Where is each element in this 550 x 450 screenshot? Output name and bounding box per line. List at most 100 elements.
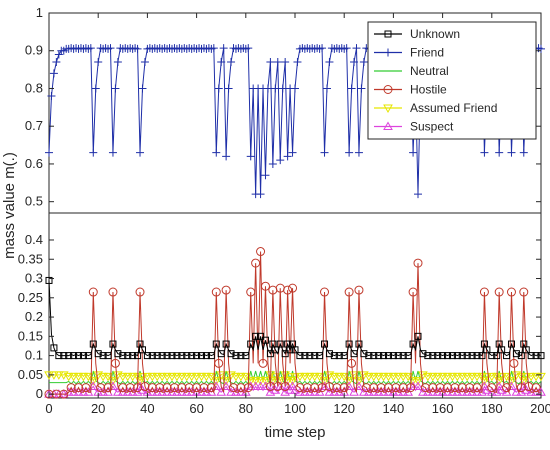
- point: [332, 383, 342, 393]
- point: [108, 148, 117, 157]
- point: [314, 372, 325, 382]
- point: [483, 346, 491, 354]
- point: [311, 352, 319, 360]
- point: [434, 352, 442, 360]
- legend-label: Hostile: [410, 83, 447, 97]
- point: [522, 346, 530, 354]
- point: [50, 344, 58, 352]
- point: [202, 352, 210, 360]
- point: [125, 383, 135, 393]
- point: [45, 148, 53, 157]
- point: [507, 340, 515, 348]
- point: [173, 352, 181, 360]
- point: [473, 352, 481, 360]
- point: [281, 350, 289, 358]
- point: [496, 385, 507, 394]
- point: [232, 352, 240, 360]
- point: [133, 383, 143, 393]
- point: [281, 58, 290, 67]
- point: [184, 383, 194, 393]
- point: [198, 352, 206, 360]
- point: [347, 358, 357, 368]
- axes: 0.5 0.6 0.7 0.8 0.9 1 0 0.05 0.1 0.15 0.2 0.25 0.3 0.…: [18, 5, 550, 416]
- point: [271, 84, 280, 93]
- bottom-panel-frame: [48, 212, 542, 399]
- y-axis-title: mass value m(.): [1, 152, 18, 259]
- point: [221, 285, 231, 295]
- point: [255, 377, 266, 386]
- point: [247, 340, 255, 348]
- point: [192, 383, 202, 393]
- point: [467, 372, 477, 382]
- point: [384, 30, 392, 38]
- point: [271, 346, 279, 354]
- point: [420, 383, 430, 393]
- x-tick-label: 20: [91, 401, 105, 416]
- point: [301, 352, 309, 360]
- point: [354, 285, 364, 295]
- point: [329, 372, 340, 382]
- y-tick-label-top: 0.5: [25, 194, 43, 209]
- point: [342, 44, 351, 53]
- point: [181, 372, 192, 382]
- point: [261, 336, 269, 344]
- point: [237, 352, 245, 360]
- point: [325, 350, 333, 358]
- point: [398, 383, 408, 393]
- point: [498, 346, 506, 354]
- point: [260, 381, 271, 390]
- point: [89, 148, 98, 157]
- point: [398, 372, 409, 382]
- point: [345, 340, 353, 348]
- legend-box: [367, 21, 537, 140]
- y-tick-label-bottom: 0.2: [25, 309, 43, 324]
- point: [352, 44, 361, 53]
- point: [136, 148, 145, 157]
- point: [399, 352, 407, 360]
- point: [177, 383, 187, 393]
- legend-entry-friend: Friend: [374, 46, 444, 60]
- point: [429, 352, 437, 360]
- point: [268, 159, 277, 168]
- point: [324, 381, 334, 391]
- legend-label: Unknown: [410, 27, 460, 41]
- legend-entry-suspect: Suspect: [374, 120, 454, 134]
- point: [287, 381, 298, 390]
- point: [258, 358, 268, 368]
- point: [103, 383, 113, 393]
- point: [209, 44, 218, 53]
- point: [295, 372, 305, 382]
- point: [152, 372, 163, 382]
- point: [99, 352, 107, 360]
- point: [462, 372, 473, 382]
- point: [52, 58, 61, 67]
- point: [283, 152, 292, 161]
- point: [383, 85, 393, 94]
- point: [103, 372, 113, 382]
- point: [318, 44, 327, 53]
- point: [350, 58, 359, 67]
- point: [172, 372, 182, 382]
- point: [414, 332, 422, 340]
- point: [384, 48, 392, 57]
- point: [443, 383, 453, 393]
- point: [512, 350, 520, 358]
- point: [106, 44, 115, 53]
- point: [257, 332, 265, 340]
- point: [299, 372, 310, 382]
- point: [260, 281, 270, 291]
- point: [273, 381, 283, 391]
- point: [355, 340, 363, 348]
- point: [73, 372, 84, 382]
- point: [255, 381, 266, 390]
- point: [428, 383, 438, 393]
- point: [424, 352, 432, 360]
- point: [409, 340, 417, 348]
- point: [250, 381, 261, 390]
- point: [369, 383, 379, 393]
- point: [378, 372, 389, 382]
- y-tick-label-bottom: 0.05: [18, 367, 43, 382]
- point: [124, 352, 132, 360]
- point: [531, 383, 541, 393]
